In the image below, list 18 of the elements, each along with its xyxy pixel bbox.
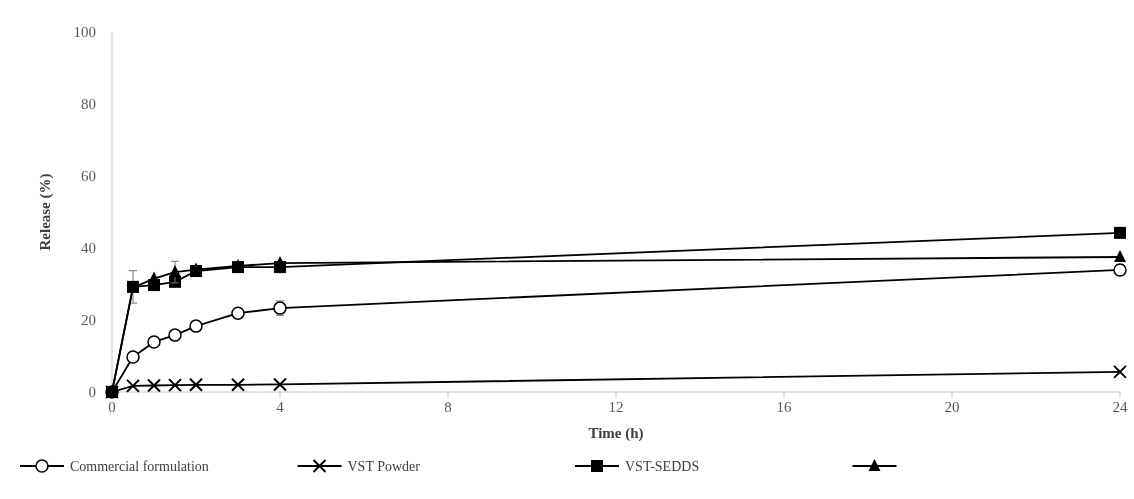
x-axis-title: Time (h)	[588, 425, 644, 442]
x-tick-label: 12	[608, 399, 624, 415]
x-tick-label: 24	[1112, 399, 1128, 415]
y-tick-label: 0	[88, 384, 96, 400]
y-axis-title: Release (%)	[37, 173, 54, 251]
x-tick-label: 20	[944, 399, 960, 415]
legend-label: VST Powder	[347, 459, 421, 474]
y-tick-label: 20	[81, 312, 96, 328]
y-tick-label: 40	[81, 240, 96, 256]
y-tick-label: 80	[81, 96, 96, 112]
y-tick-label: 100	[73, 24, 96, 40]
y-tick-label: 60	[81, 168, 96, 184]
legend-label: Commercial formulation	[70, 459, 209, 474]
x-tick-label: 0	[108, 399, 116, 415]
x-tick-label: 16	[776, 399, 792, 415]
legend-label: VST-SEDDS	[625, 459, 700, 474]
x-tick-label: 8	[444, 399, 452, 415]
x-tick-label: 4	[276, 399, 285, 415]
